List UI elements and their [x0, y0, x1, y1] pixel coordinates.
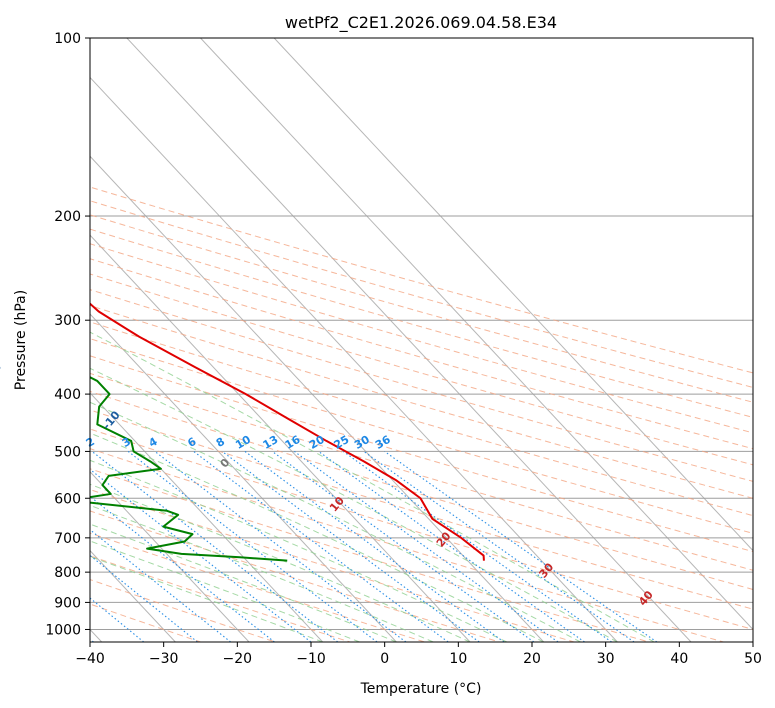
mixing-ratio-line: [90, 554, 198, 642]
x-tick-label: 10: [449, 651, 467, 667]
isotherm-line: [90, 471, 250, 642]
y-tick-label: 500: [54, 444, 81, 460]
x-axis: −40 −30 −20 −10 0 10 20 30 40 50: [75, 642, 762, 667]
isotherm-line: [90, 392, 324, 642]
dry-adiabat-line: [90, 200, 753, 388]
y-tick-label: 400: [54, 387, 81, 403]
isotherm-line: [90, 313, 397, 642]
isotherm-line: [273, 38, 753, 552]
profile-lines: [90, 302, 485, 562]
isotherm-line: [90, 234, 471, 642]
chart-title: wetPf2_C2E1.2026.069.04.58.E34: [285, 13, 557, 33]
moist-adiabat-line: [90, 556, 323, 642]
mixing-ratio-line: [244, 450, 505, 642]
y-tick-label: 300: [54, 313, 81, 329]
x-tick-label: 50: [744, 651, 762, 667]
dewpoint-line: [90, 376, 288, 562]
dry-adiabat-line: [90, 448, 724, 642]
dry-adiabat-line: [90, 214, 753, 403]
x-axis-title: Temperature (°C): [360, 681, 482, 697]
mixing-ratio-line: [342, 450, 612, 642]
mixing-ratio-line: [127, 450, 378, 642]
x-tick-label: −10: [296, 651, 326, 667]
dry-adiabat-line: [90, 321, 753, 517]
y-tick-label: 200: [54, 209, 81, 225]
plot-background: [90, 38, 753, 642]
x-tick-label: −30: [149, 651, 179, 667]
y-tick-label: 900: [54, 595, 81, 611]
x-tick-label: 40: [670, 651, 688, 667]
mixing-ratio-line: [363, 450, 635, 642]
mixing-ratio-line: [294, 450, 559, 642]
moist-adiabat-line: [90, 401, 581, 642]
y-tick-label: 600: [54, 491, 81, 507]
x-tick-label: 0: [380, 651, 389, 667]
x-tick-label: −20: [223, 651, 253, 667]
y-axis-title: Pressure (hPa): [13, 290, 29, 390]
dry-adiabat-line: [90, 258, 753, 450]
moist-adiabat-line: [90, 483, 471, 642]
x-tick-label: 20: [523, 651, 541, 667]
isotherm-line: [126, 38, 692, 642]
dry-adiabat-line: [90, 305, 753, 499]
x-tick-label: −40: [75, 651, 105, 667]
dry-adiabat-line: [90, 428, 753, 630]
mixing-ratio-line: [154, 450, 407, 642]
moist-adiabat-line: [90, 432, 544, 642]
y-tick-label: 700: [54, 531, 81, 547]
mixing-ratio-line: [90, 528, 232, 642]
background-lines: [90, 38, 753, 642]
moist-adiabat-line: [90, 331, 655, 642]
dry-adiabat-line: [90, 228, 753, 418]
x-tick-label: 30: [597, 651, 615, 667]
dry-adiabat-line: [90, 409, 753, 610]
mixing-ratio-line: [90, 597, 145, 642]
dry-adiabat-line: [90, 243, 753, 434]
mixing-ratio-line: [91, 450, 339, 642]
moist-adiabat-line: [90, 523, 397, 642]
dry-adiabat-line: [90, 355, 753, 553]
mixing-ratio-line: [318, 450, 585, 642]
mixing-ratio-line: [271, 450, 535, 642]
y-tick-label: 800: [54, 565, 81, 581]
temperature-line: [90, 302, 485, 561]
dry-adiabat-line: [90, 468, 649, 642]
isotherm-line: [200, 38, 753, 631]
isotherm-label: -20: [0, 360, 4, 384]
plot-frame: [89, 37, 754, 643]
y-tick-label: 100: [54, 31, 81, 47]
mixing-ratio-line: [384, 450, 658, 642]
isotherm-line: [90, 76, 618, 642]
y-axis: 100 200 300 400 500 600 700 800 900 1000: [45, 31, 90, 638]
moist-adiabat-line: [90, 459, 508, 642]
y-tick-label: 1000: [45, 622, 81, 638]
